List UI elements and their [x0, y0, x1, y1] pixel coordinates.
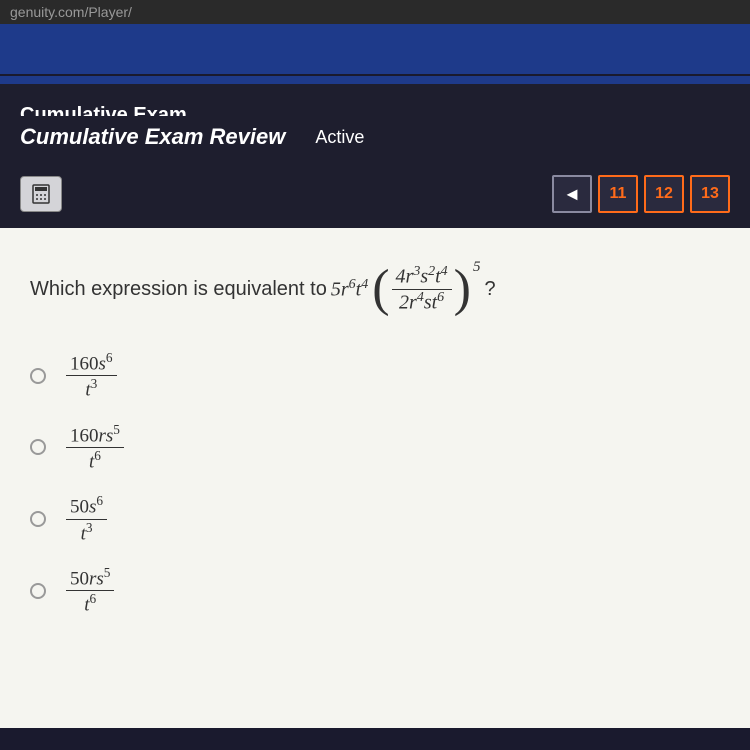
coef: 5 — [331, 278, 341, 300]
exp-r: 6 — [349, 277, 356, 292]
opt-b-exp: 5 — [113, 422, 120, 437]
breadcrumb: Cumulative Exam Review Active — [20, 124, 730, 150]
opt-c-exp: 6 — [96, 493, 103, 508]
opt-b-coef: 160 — [70, 425, 99, 446]
outer-exponent: 5 — [473, 259, 481, 276]
option-c[interactable]: 50s6 t3 — [30, 493, 720, 545]
url-bar: genuity.com/Player/ — [0, 0, 750, 24]
exp-t: 4 — [361, 277, 368, 292]
exam-status: Active — [315, 127, 364, 148]
var-r: r — [341, 278, 349, 300]
header-section: Cumulative Exam Cumulative Exam Review A… — [0, 84, 750, 228]
radio-d[interactable] — [30, 583, 46, 599]
radio-a[interactable] — [30, 368, 46, 384]
den-t-exp: 6 — [437, 290, 444, 305]
fraction-numerator: 4r3s2t4 — [392, 264, 452, 290]
den-coef: 2 — [399, 291, 409, 313]
question-nav-12[interactable]: 12 — [644, 175, 684, 213]
calculator-icon — [31, 183, 51, 205]
opt-a-den-exp: 3 — [91, 376, 98, 391]
fraction-denominator: 2r4st6 — [395, 290, 448, 315]
opt-a-exp: 6 — [106, 350, 113, 365]
exam-title: Cumulative Exam Review — [20, 124, 285, 150]
question-suffix: ? — [485, 278, 496, 301]
option-c-math: 50s6 t3 — [66, 493, 107, 545]
answer-options: 160s6 t3 160rs5 t6 50s6 t3 50rs5 t6 — [30, 350, 720, 617]
left-paren: ( — [372, 263, 389, 315]
expr-leading: 5r6t4 — [331, 277, 368, 302]
toolbar: ◄ 11 12 13 — [20, 175, 730, 213]
opt-b-den-exp: 6 — [94, 448, 101, 463]
radio-b[interactable] — [30, 439, 46, 455]
opt-d-coef: 50 — [70, 568, 89, 589]
radio-c[interactable] — [30, 511, 46, 527]
opt-c-den-exp: 3 — [86, 520, 93, 535]
right-paren: ) — [454, 263, 471, 315]
question-nav-11[interactable]: 11 — [598, 175, 638, 213]
opt-c-coef: 50 — [70, 497, 89, 518]
option-a[interactable]: 160s6 t3 — [30, 350, 720, 402]
question-text: Which expression is equivalent to 5r6t4 … — [30, 263, 720, 315]
option-d-math: 50rs5 t6 — [66, 565, 114, 617]
banner-divider — [0, 76, 750, 84]
option-b-math: 160rs5 t6 — [66, 422, 124, 474]
question-content: Which expression is equivalent to 5r6t4 … — [0, 228, 750, 728]
opt-a-coef: 160 — [70, 353, 99, 374]
opt-d-var: rs — [89, 568, 104, 589]
den-r-exp: 4 — [417, 290, 424, 305]
breadcrumb-truncated: Cumulative Exam — [20, 104, 730, 116]
question-prefix: Which expression is equivalent to — [30, 278, 327, 301]
prev-question-button[interactable]: ◄ — [552, 175, 592, 213]
paren-group: ( 4r3s2t4 2r4st6 ) 5 — [372, 263, 480, 315]
opt-a-var: s — [99, 353, 106, 374]
question-nav: ◄ 11 12 13 — [552, 175, 730, 213]
option-a-math: 160s6 t3 — [66, 350, 117, 402]
option-d[interactable]: 50rs5 t6 — [30, 565, 720, 617]
num-coef: 4 — [396, 266, 406, 288]
opt-d-den-exp: 6 — [90, 591, 97, 606]
num-t-exp: 4 — [441, 264, 448, 279]
question-nav-13[interactable]: 13 — [690, 175, 730, 213]
calculator-button[interactable] — [20, 176, 62, 212]
banner-top — [0, 24, 750, 74]
opt-b-var: rs — [99, 425, 114, 446]
opt-d-exp: 5 — [104, 565, 111, 580]
inner-fraction: 4r3s2t4 2r4st6 — [392, 264, 452, 314]
option-b[interactable]: 160rs5 t6 — [30, 422, 720, 474]
